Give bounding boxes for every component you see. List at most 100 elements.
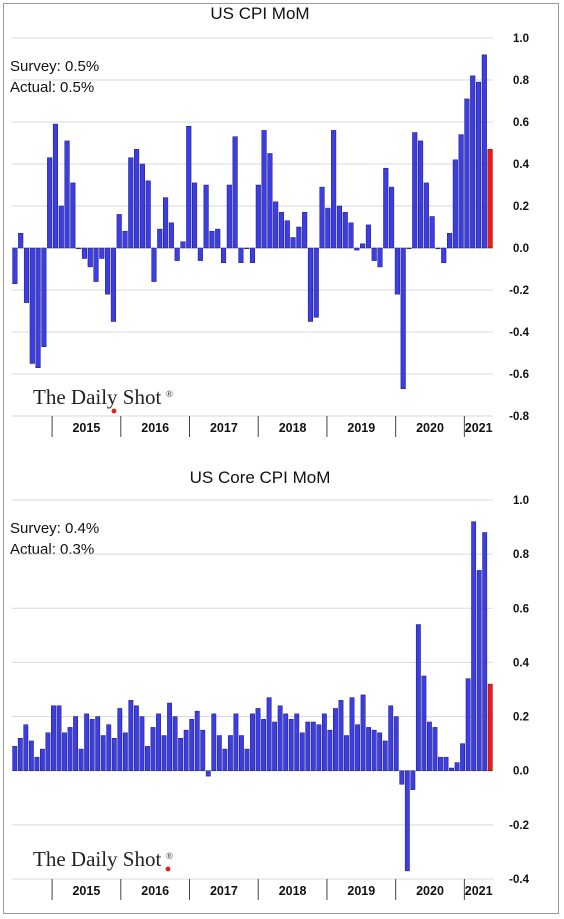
cpi-bar — [336, 205, 342, 249]
core-cpi-bar — [393, 716, 399, 771]
cpi-bar — [394, 247, 400, 295]
core-cpi-bar — [471, 521, 477, 771]
core-cpi-bar — [95, 716, 101, 771]
cpi-bar — [168, 222, 174, 249]
core-cpi-survey-label: Survey: 0.4% — [10, 520, 99, 537]
core-cpi-bar — [366, 727, 372, 771]
core-cpi-bar — [150, 727, 156, 771]
core-cpi-bar — [449, 767, 454, 771]
core-cpi-bar — [111, 737, 117, 771]
core-cpi-y-tick-label: 0.2 — [513, 712, 529, 724]
cpi-bar — [93, 247, 99, 282]
cpi-bar — [220, 247, 227, 263]
cpi-bar — [116, 214, 122, 249]
core-cpi-bar — [183, 729, 189, 771]
cpi-bar — [215, 228, 221, 249]
cpi-bar — [12, 247, 18, 284]
cpi-year-label: 2018 — [279, 421, 307, 435]
cpi-bar — [296, 226, 302, 249]
cpi-bar — [151, 247, 157, 282]
core-cpi-bar — [310, 721, 316, 771]
core-cpi-bar — [338, 700, 344, 771]
core-cpi-bar — [56, 705, 62, 771]
core-cpi-bar — [39, 748, 45, 771]
core-cpi-bar — [443, 756, 449, 771]
cpi-x-axis: 2015 2016 2017 2018 2019 2020 2021 — [51, 416, 493, 437]
cpi-bar — [232, 136, 238, 249]
cpi-bar — [29, 247, 35, 364]
cpi-chart-title: US CPI MoM — [210, 4, 309, 23]
cpi-year-label: 2015 — [72, 421, 100, 435]
cpi-y-tick-label: 0.6 — [513, 117, 529, 129]
core-cpi-bar — [327, 729, 333, 771]
cpi-bar — [244, 247, 250, 250]
cpi-bar — [278, 212, 285, 249]
cpi-bar — [470, 75, 476, 249]
core-cpi-bar — [299, 732, 305, 771]
cpi-bar-latest — [487, 149, 493, 249]
core-cpi-bar — [222, 748, 228, 771]
cpi-bar — [400, 247, 406, 389]
cpi-bar — [429, 216, 435, 249]
cpi-bar — [371, 247, 377, 261]
core-cpi-bar — [321, 713, 327, 771]
core-cpi-bar — [266, 697, 272, 771]
cpi-bar — [35, 247, 41, 368]
figure-frame — [3, 3, 559, 914]
cpi-y-tick-label: -0.8 — [509, 411, 529, 423]
core-cpi-bar — [261, 719, 266, 771]
cpi-bar — [99, 247, 105, 259]
cpi-bar — [18, 233, 24, 249]
core-cpi-bar — [277, 705, 283, 771]
cpi-logo-registered-mark: ® — [166, 389, 173, 399]
core-cpi-y-tick-label: 1.0 — [513, 495, 529, 507]
cpi-bar — [238, 247, 244, 263]
core-cpi-bar — [178, 737, 184, 771]
cpi-y-tick-label: 0.2 — [513, 201, 529, 213]
cpi-year-label: 2017 — [210, 421, 238, 435]
core-cpi-y-tick-label: 0.8 — [513, 549, 530, 561]
core-cpi-bar — [333, 708, 338, 771]
core-cpi-bar — [189, 719, 195, 771]
core-cpi-bar — [62, 732, 67, 771]
core-cpi-bar — [244, 748, 250, 771]
core-cpi-bar — [438, 756, 443, 771]
cpi-bar — [70, 182, 76, 249]
core-cpi-bar — [167, 702, 172, 771]
core-cpi-bar — [145, 746, 150, 771]
cpi-bar — [249, 247, 256, 263]
core-cpi-bar — [316, 724, 322, 771]
cpi-bar — [180, 241, 186, 249]
cpi-bar — [76, 247, 82, 250]
core-cpi-bar-latest — [487, 683, 493, 771]
cpi-bar — [41, 247, 47, 347]
cpi-y-tick-label: -0.6 — [509, 369, 529, 381]
cpi-bar — [128, 157, 134, 249]
core-cpi-chart-title: US Core CPI MoM — [190, 468, 331, 487]
core-cpi-logo-registered-mark: ® — [166, 851, 173, 861]
core-cpi-bar — [482, 532, 488, 771]
cpi-y-tick-label: -0.2 — [509, 285, 529, 297]
cpi-y-tick-label: 1.0 — [513, 33, 529, 45]
core-cpi-bar — [283, 713, 289, 771]
core-cpi-bar — [67, 727, 73, 771]
core-cpi-bar — [432, 727, 438, 771]
cpi-bar — [284, 220, 290, 249]
cpi-bar — [331, 130, 337, 249]
cpi-y-tick-label: -0.4 — [509, 327, 529, 339]
core-cpi-bar — [216, 735, 222, 771]
cpi-y-tick-label: 0.0 — [513, 243, 529, 255]
core-cpi-bar — [349, 697, 355, 771]
core-cpi-bars — [12, 521, 493, 872]
cpi-bar — [139, 163, 145, 249]
core-cpi-bar — [156, 713, 161, 771]
core-cpi-logo-red-dot — [165, 866, 171, 872]
core-cpi-daily-shot-logo: The Daily Shot ® — [33, 847, 173, 872]
cpi-bar — [475, 81, 482, 249]
core-cpi-bar — [17, 737, 23, 771]
core-cpi-bar — [106, 724, 112, 771]
core-cpi-bar — [117, 708, 123, 771]
cpi-bar — [435, 247, 441, 250]
cpi-bar — [267, 153, 273, 249]
